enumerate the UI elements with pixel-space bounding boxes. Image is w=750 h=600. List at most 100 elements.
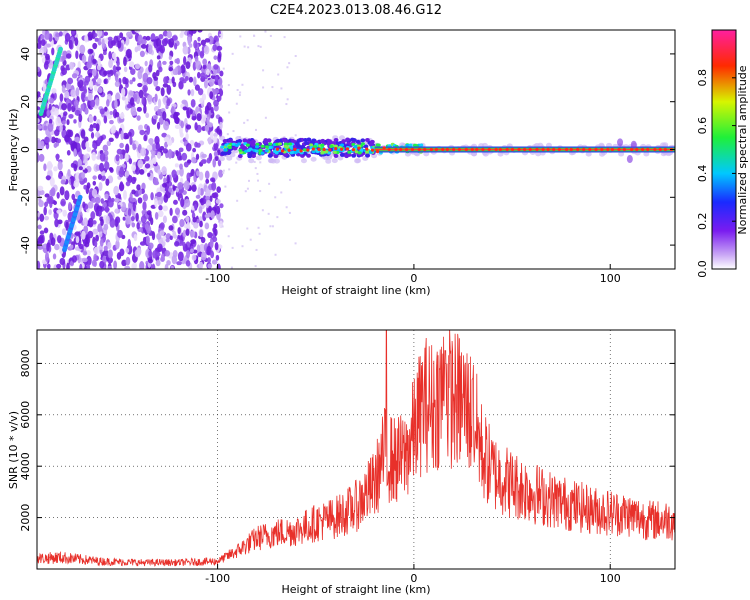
noise-blob (117, 204, 121, 210)
noise-blob (79, 85, 85, 92)
noise-blob (156, 55, 161, 60)
signal-core (302, 151, 308, 156)
noise-blob (213, 99, 219, 107)
noise-blob (80, 129, 86, 139)
noise-blob (157, 169, 162, 175)
speck (228, 168, 231, 171)
noise-blob (107, 241, 112, 250)
noise-blob (214, 242, 219, 251)
noise-blob (191, 184, 197, 192)
noise-blob (88, 72, 93, 78)
bottom-panel: -100 0 100 2000 4000 6000 8000 Height of stra… (7, 329, 676, 596)
signal-halo (535, 151, 542, 157)
noise-blob (169, 60, 174, 65)
top-panel: -100 0 100 -40 -20 0 20 40 Height of straight … (7, 29, 676, 297)
noise-blob (78, 166, 83, 171)
noise-blob (107, 113, 113, 120)
noise-blob (207, 257, 211, 264)
noise-blob (119, 166, 125, 175)
signal-halo (331, 158, 338, 164)
noise-blob (160, 256, 165, 262)
noise-blob (109, 110, 114, 115)
signal-peak-dot (293, 147, 297, 152)
noise-blob (81, 139, 87, 150)
signal-bright (260, 151, 265, 155)
noise-blob (169, 207, 173, 217)
noise-blob (100, 218, 104, 226)
signal-peak-dot (635, 147, 639, 152)
noise-blob (124, 78, 129, 85)
signal-bright (360, 142, 365, 146)
noise-blob (82, 251, 88, 256)
noise-blob (157, 98, 162, 109)
noise-blob (99, 108, 105, 115)
noise-blob (166, 174, 170, 184)
noise-blob (61, 84, 66, 94)
speck (247, 179, 250, 182)
signal-peak-dot (646, 147, 650, 152)
noise-blob (195, 153, 200, 160)
noise-blob (183, 56, 187, 66)
signal-peak-dot (569, 147, 573, 152)
noise-blob (172, 215, 178, 224)
noise-blob (141, 209, 146, 215)
noise-blob (97, 78, 102, 85)
noise-blob (125, 48, 132, 59)
signal-core (345, 137, 350, 142)
colorbar-ticks: 0.0 0.2 0.4 0.6 0.8 (696, 69, 736, 278)
signal-peak-dot (475, 147, 479, 152)
signal-core (368, 142, 374, 147)
noise-blob (43, 227, 49, 234)
noise-blob (179, 132, 184, 138)
speck (222, 67, 225, 70)
noise-blob (132, 111, 138, 116)
signal-core (281, 137, 287, 142)
noise-blob (93, 84, 98, 92)
noise-blob (136, 115, 141, 121)
y-tick-label: 2000 (19, 504, 32, 532)
noise-blob (154, 115, 158, 120)
speck (259, 45, 262, 48)
noise-blob (168, 38, 175, 48)
bottom-x-axis-label: Height of straight line (km) (281, 583, 430, 596)
signal-core (237, 154, 243, 159)
speck (238, 94, 241, 97)
noise-blob (210, 250, 215, 259)
noise-blob (197, 88, 204, 96)
signal-peak-dot (606, 147, 610, 152)
speck (274, 196, 277, 199)
noise-blob (90, 211, 96, 220)
noise-blob (132, 77, 136, 82)
noise-blob (213, 55, 218, 60)
signal-bright (405, 143, 410, 148)
noise-blob (54, 107, 59, 117)
noise-blob (138, 169, 145, 175)
noise-blob (95, 97, 100, 106)
noise-blob (69, 244, 74, 249)
noise-blob (141, 96, 145, 105)
speck (243, 121, 246, 124)
noise-blob (217, 159, 222, 167)
noise-blob (146, 144, 153, 151)
speck (295, 139, 298, 142)
noise-blob (198, 206, 203, 214)
speck (264, 116, 267, 119)
colorbar-tick-label: 0.4 (696, 165, 709, 183)
noise-blob (64, 134, 71, 143)
noise-blob (107, 256, 113, 264)
noise-blob (156, 151, 162, 159)
x-tick-label: 100 (600, 272, 621, 285)
noise-blob (119, 248, 125, 257)
noise-blob (92, 175, 97, 180)
noise-blob (95, 234, 99, 242)
noise-blob (158, 33, 164, 40)
bottom-grid (37, 330, 675, 569)
colorbar-tick-label: 0.2 (696, 212, 709, 230)
noise-blob (196, 244, 201, 253)
noise-blob (37, 96, 43, 106)
noise-blob (82, 217, 88, 227)
noise-blob (84, 80, 89, 86)
noise-blob (96, 30, 103, 38)
x-tick-label: 0 (410, 272, 417, 285)
